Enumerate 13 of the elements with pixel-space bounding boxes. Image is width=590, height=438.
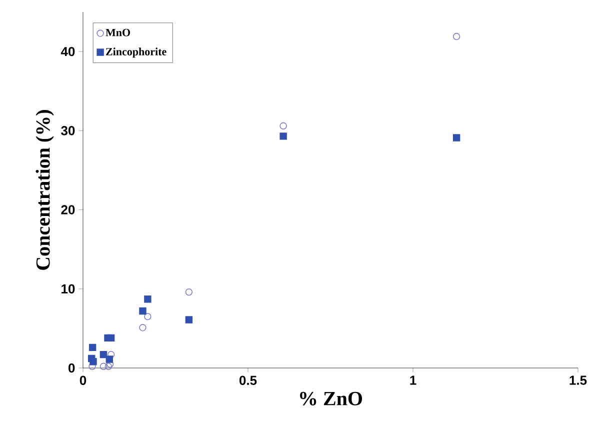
x-axis-title: % ZnO [300, 392, 362, 406]
legend-label: Zincophorite [106, 48, 166, 58]
x-tick-label: 1.5 [570, 376, 587, 385]
x-tick-label: 1 [410, 376, 416, 385]
y-tick-label: 0 [68, 363, 75, 373]
x-tick-label: 0 [80, 376, 86, 385]
y-tick-label: 40 [60, 46, 75, 56]
y-tick-label: 20 [61, 205, 75, 214]
x-tick-label: 0.5 [239, 376, 257, 385]
legend-label: MnO [106, 28, 130, 36]
y-axis-title: Concentration (%) [36, 110, 54, 270]
y-tick-label: 30 [61, 126, 75, 136]
y-tick-label: 10 [62, 284, 75, 294]
